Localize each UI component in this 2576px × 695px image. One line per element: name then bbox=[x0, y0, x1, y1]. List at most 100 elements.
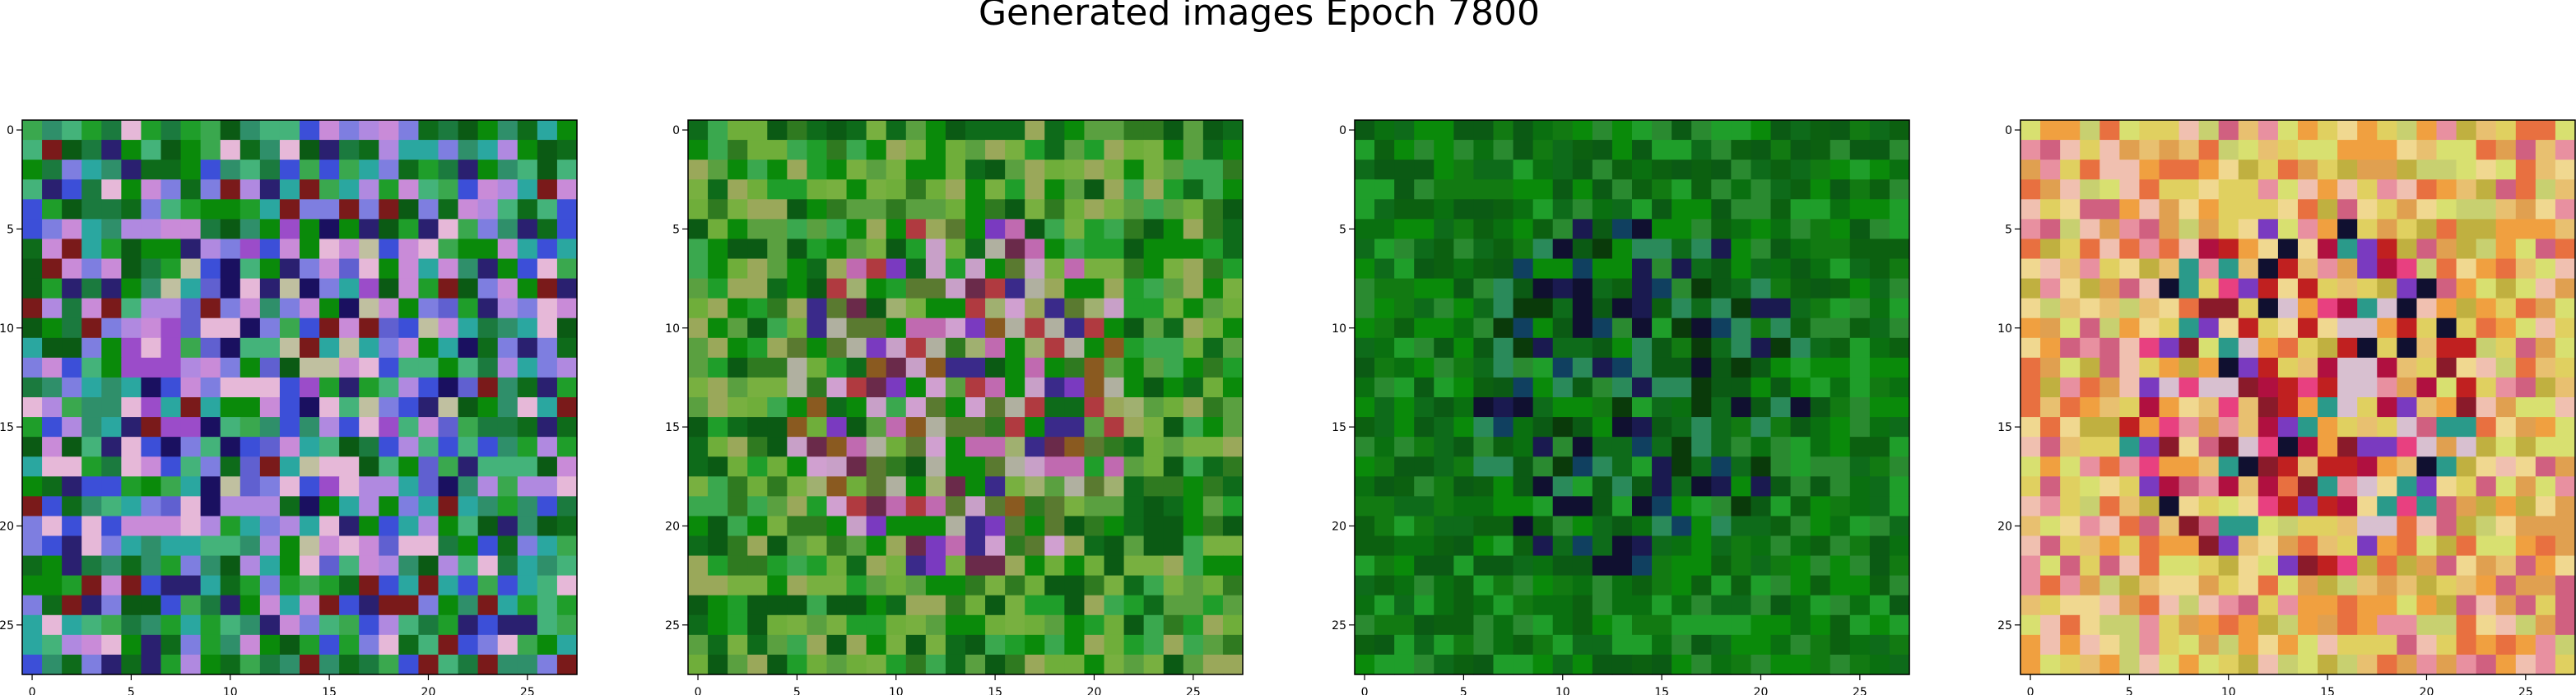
pixel-cell bbox=[2238, 258, 2259, 280]
pixel-cell bbox=[807, 219, 828, 240]
pixel-cell bbox=[160, 437, 182, 457]
pixel-cell bbox=[866, 317, 887, 339]
pixel-cell bbox=[2178, 160, 2200, 180]
pixel-cell bbox=[1123, 654, 1145, 675]
pixel-cell bbox=[945, 337, 966, 359]
pixel-cell bbox=[1691, 357, 1712, 378]
pixel-cell bbox=[2357, 555, 2378, 577]
pixel-cell bbox=[1064, 298, 1086, 319]
pixel-cell bbox=[1790, 614, 1811, 636]
pixel-cell bbox=[2178, 614, 2200, 636]
pixel-cell bbox=[2515, 140, 2536, 160]
pixel-cell bbox=[1434, 278, 1454, 299]
pixel-cell bbox=[1889, 634, 1910, 656]
pixel-cell bbox=[2099, 516, 2120, 537]
pixel-cell bbox=[1414, 377, 1434, 398]
pixel-cell bbox=[1731, 199, 1752, 220]
pixel-cell bbox=[1691, 298, 1712, 319]
pixel-cell bbox=[2337, 417, 2358, 438]
pixel-cell bbox=[1005, 140, 1025, 160]
pixel-cell bbox=[2298, 397, 2318, 418]
pixel-cell bbox=[965, 476, 986, 497]
pixel-cell bbox=[2377, 614, 2397, 636]
pixel-cell bbox=[1532, 496, 1554, 517]
pixel-cell bbox=[747, 535, 768, 557]
pixel-cell bbox=[2357, 199, 2378, 220]
pixel-cell bbox=[556, 317, 578, 339]
pixel-cell bbox=[62, 298, 82, 319]
pixel-cell bbox=[2060, 357, 2081, 378]
pixel-cell bbox=[2257, 614, 2279, 636]
pixel-cell bbox=[1183, 239, 1204, 260]
pixel-cell bbox=[141, 575, 162, 596]
pixel-cell bbox=[2515, 634, 2536, 656]
pixel-cell bbox=[379, 654, 399, 675]
pixel-cell bbox=[160, 357, 182, 378]
pixel-cell bbox=[359, 317, 379, 339]
pixel-cell bbox=[2298, 219, 2318, 240]
pixel-cell bbox=[1592, 417, 1613, 438]
pixel-cell bbox=[747, 377, 768, 398]
pixel-cell bbox=[239, 298, 261, 319]
pixel-cell bbox=[62, 417, 82, 438]
pixel-cell bbox=[1652, 140, 1672, 160]
pixel-cell bbox=[1005, 120, 1025, 141]
pixel-cell bbox=[1830, 456, 1851, 477]
pixel-cell bbox=[1691, 456, 1712, 477]
pixel-cell bbox=[1611, 535, 1633, 557]
pixel-cell bbox=[141, 654, 162, 675]
pixel-cell bbox=[965, 555, 986, 577]
pixel-cell bbox=[1123, 337, 1145, 359]
pixel-cell bbox=[2456, 555, 2477, 577]
pixel-cell bbox=[2218, 179, 2239, 200]
pixel-cell bbox=[708, 120, 728, 141]
pixel-cell bbox=[497, 654, 518, 675]
pixel-cell bbox=[2099, 397, 2120, 418]
pixel-cell bbox=[1672, 654, 1692, 675]
pixel-cell bbox=[379, 496, 399, 517]
pixel-cell bbox=[2416, 535, 2438, 557]
pixel-cell bbox=[945, 555, 966, 577]
pixel-cell bbox=[807, 397, 828, 418]
pixel-cell bbox=[1143, 575, 1165, 596]
pixel-cell bbox=[767, 377, 788, 398]
pixel-cell bbox=[2535, 120, 2556, 141]
pixel-cell bbox=[1025, 496, 1045, 517]
pixel-cell bbox=[2139, 555, 2160, 577]
pixel-cell bbox=[1691, 575, 1712, 596]
pixel-cell bbox=[1790, 239, 1811, 260]
pixel-cell bbox=[1183, 140, 1204, 160]
pixel-cell bbox=[1143, 476, 1165, 497]
pixel-cell bbox=[359, 476, 379, 497]
pixel-cell bbox=[925, 516, 946, 537]
pixel-cell bbox=[300, 160, 320, 180]
y-tick-label: 20 bbox=[1997, 520, 2012, 533]
pixel-cell bbox=[279, 377, 300, 398]
pixel-cell bbox=[2238, 437, 2259, 457]
pixel-cell bbox=[2178, 278, 2200, 299]
pixel-cell bbox=[708, 337, 728, 359]
pixel-cell bbox=[2377, 298, 2397, 319]
pixel-cell bbox=[965, 535, 986, 557]
pixel-cell bbox=[300, 179, 320, 200]
pixel-cell bbox=[846, 317, 867, 339]
pixel-cell bbox=[1434, 239, 1454, 260]
pixel-cell bbox=[965, 278, 986, 299]
pixel-cell bbox=[239, 437, 261, 457]
pixel-cell bbox=[1532, 654, 1554, 675]
pixel-cell bbox=[1849, 654, 1871, 675]
pixel-cell bbox=[1672, 397, 1692, 418]
pixel-cell bbox=[1849, 496, 1871, 517]
pixel-cell bbox=[1513, 595, 1534, 616]
pixel-cell bbox=[438, 219, 459, 240]
pixel-cell bbox=[1202, 219, 1224, 240]
pixel-cell bbox=[458, 634, 479, 656]
pixel-cell bbox=[1869, 595, 1890, 616]
pixel-cell bbox=[22, 258, 43, 280]
pixel-cell bbox=[1183, 535, 1204, 557]
pixel-cell bbox=[180, 595, 202, 616]
pixel-cell bbox=[101, 476, 122, 497]
pixel-cell bbox=[81, 377, 102, 398]
pixel-cell bbox=[2416, 417, 2438, 438]
y-tick-label: 25 bbox=[1332, 619, 1346, 632]
